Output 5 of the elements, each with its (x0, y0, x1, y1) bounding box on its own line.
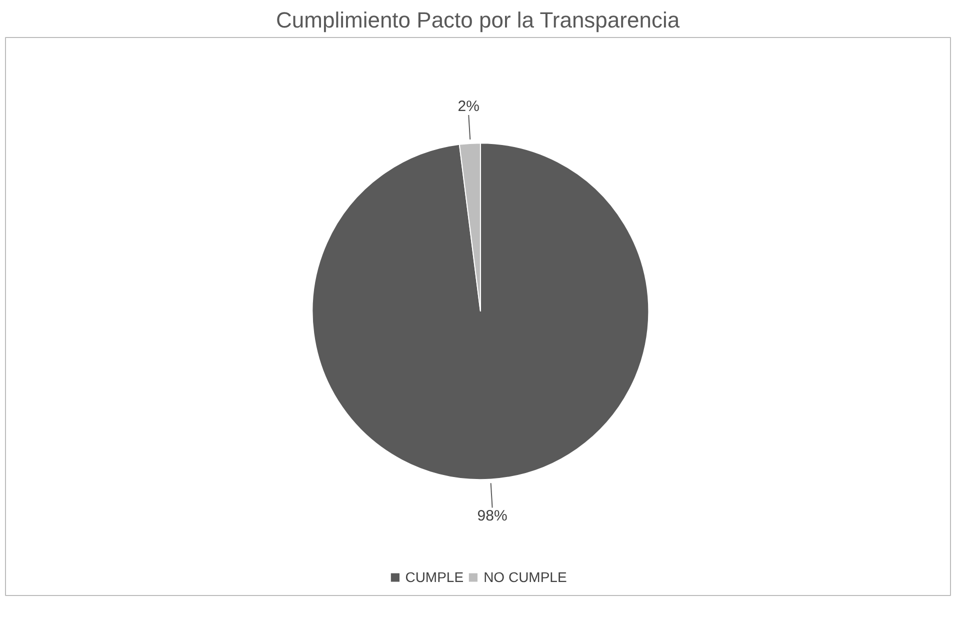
legend-label: CUMPLE (405, 569, 464, 585)
data-label: 98% (477, 508, 508, 525)
legend-label: NO CUMPLE (484, 569, 567, 585)
chart-title: Cumplimiento Pacto por la Transparencia (276, 8, 680, 32)
data-label: 2% (458, 98, 480, 115)
